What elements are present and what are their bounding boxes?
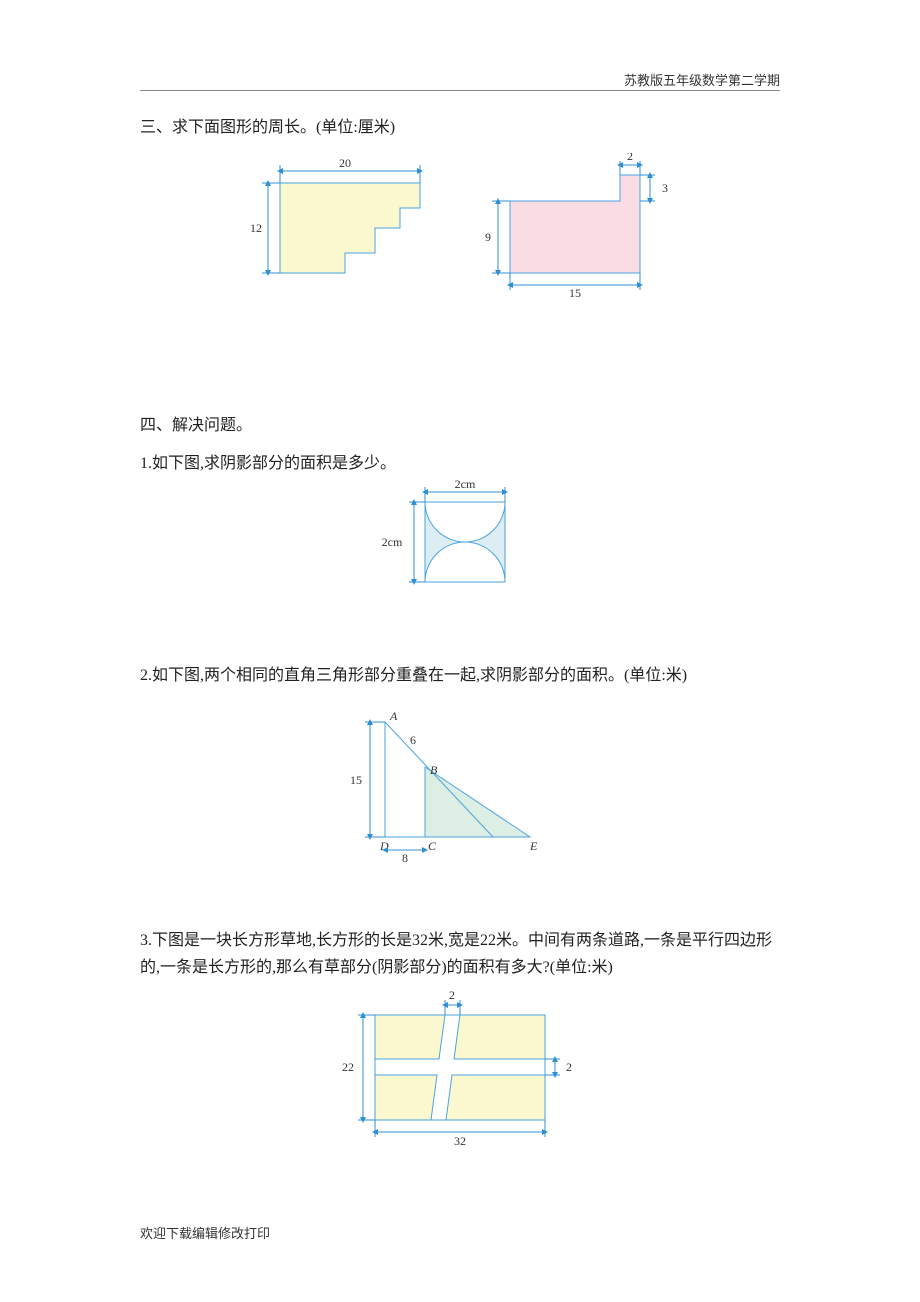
label-B: B [430,763,438,777]
dim-8: 8 [402,851,408,862]
figure-4-2: A B C D E 6 15 8 [330,702,590,862]
page-header: 苏教版五年级数学第二学期 [624,70,780,89]
figure-4-1: 2cm 2cm [370,477,550,607]
label-A: A [389,709,398,723]
dim-3: 3 [662,181,668,195]
section-3-title: 三、求下面图形的周长。(单位:厘米) [140,115,780,141]
figure-3-1: 20 12 [240,153,450,303]
figure-4-3: 2 2 22 32 [330,987,590,1152]
dim-2cm-left: 2cm [382,535,403,549]
q2-triangle-shade [425,767,530,837]
dim-12: 12 [250,221,262,235]
label-D: D [379,839,389,853]
page-footer: 欢迎下载编辑修改打印 [140,1223,270,1242]
dim-15: 15 [350,773,362,787]
header-rule [140,90,780,91]
label-C: C [428,839,437,853]
dim-32: 32 [454,1134,466,1148]
dim-15: 15 [569,286,581,300]
label-E: E [529,839,538,853]
section-4-title: 四、解决问题。 [140,413,780,439]
shape-staircase [280,183,420,273]
section-3-figures: 20 12 2 3 9 [140,153,780,303]
dim-2cm-top: 2cm [455,477,476,491]
dim-6: 6 [410,733,416,747]
dim-right-2: 2 [566,1060,572,1074]
grass-tl [375,1015,445,1059]
figure-3-2: 2 3 9 15 [480,153,680,303]
q3-text: 3.下图是一块长方形草地,长方形的长是32米,宽是22米。中间有两条道路,一条是… [140,927,780,981]
grass-br [446,1075,545,1120]
dim-20: 20 [339,156,351,170]
shape-pink [510,175,640,273]
grass-bl [375,1075,437,1120]
q1-text: 1.如下图,求阴影部分的面积是多少。 [140,450,780,477]
q2-text: 2.如下图,两个相同的直角三角形部分重叠在一起,求阴影部分的面积。(单位:米) [140,662,780,689]
grass-tr [454,1015,545,1059]
dim-top-2: 2 [449,988,455,1002]
dim-22: 22 [342,1060,354,1074]
dim-2: 2 [627,153,633,163]
dim-9: 9 [485,230,491,244]
page-content: 三、求下面图形的周长。(单位:厘米) 20 12 [140,115,780,1152]
